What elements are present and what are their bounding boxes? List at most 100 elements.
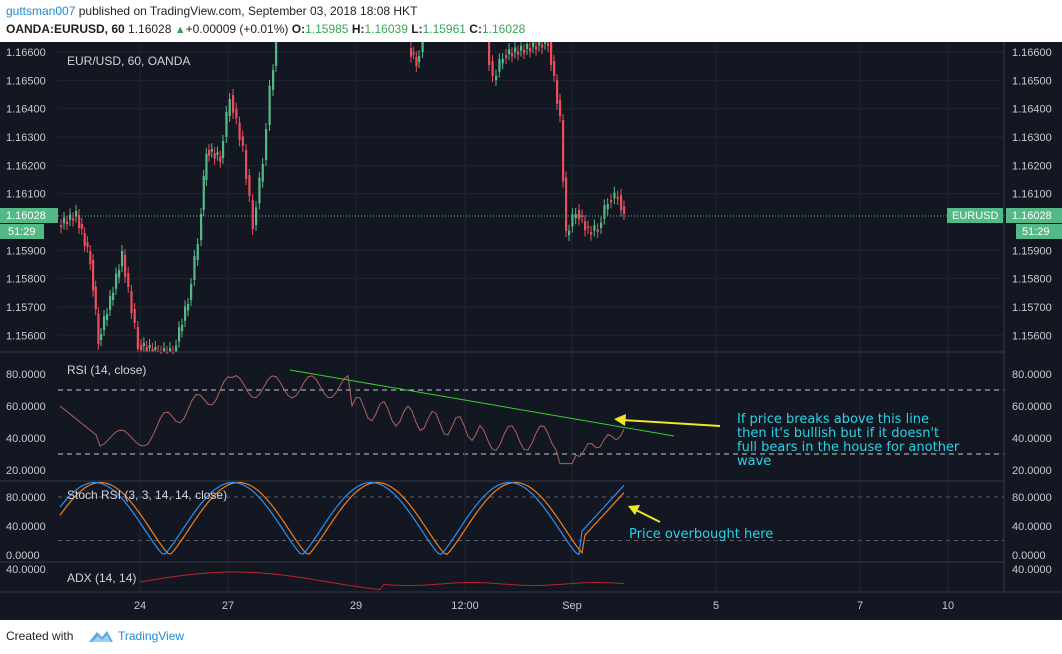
tradingview-link[interactable]: TradingView bbox=[118, 629, 185, 643]
left-rsi-tick: 60.0000 bbox=[6, 401, 46, 413]
right-price-tick: 1.15800 bbox=[1012, 274, 1052, 286]
candle-body bbox=[495, 75, 498, 80]
right-rsi-tick: 40.0000 bbox=[1012, 433, 1052, 445]
right-price-badge-text: 1.16028 bbox=[1012, 210, 1052, 222]
open-label: O: bbox=[291, 22, 306, 36]
high-label: H: bbox=[351, 22, 365, 36]
low-label: L: bbox=[411, 22, 423, 36]
candle-body bbox=[538, 42, 541, 46]
candle-body bbox=[124, 255, 127, 277]
time-tick: 12:00 bbox=[451, 600, 479, 612]
candle-body bbox=[66, 221, 69, 224]
price-candles bbox=[60, 42, 626, 354]
candle-body bbox=[578, 210, 581, 220]
stoch-d-line bbox=[59, 481, 625, 556]
right-price-tick: 1.15600 bbox=[1012, 330, 1052, 342]
candle-body bbox=[559, 100, 562, 116]
candle-body bbox=[145, 347, 148, 352]
candle-body bbox=[63, 217, 66, 224]
candle-body bbox=[83, 233, 86, 246]
symbol-badge bbox=[947, 208, 1003, 223]
left-price-tick: 1.16300 bbox=[6, 132, 46, 144]
right-price-tick: 1.16600 bbox=[1012, 47, 1052, 59]
published-text: published on TradingView.com, September … bbox=[78, 4, 418, 18]
candle-body bbox=[142, 343, 146, 346]
candle-body bbox=[235, 108, 238, 119]
right-rsi-tick: 20.0000 bbox=[1012, 465, 1052, 477]
left-stoch-tick: 80.0000 bbox=[6, 492, 46, 504]
candle-body bbox=[616, 196, 619, 199]
candle-body bbox=[565, 177, 568, 231]
right-price-tick: 1.16100 bbox=[1012, 189, 1052, 201]
candle-body bbox=[550, 42, 553, 65]
chart-area[interactable]: EUR/USD, 60, OANDA RSI (14, close) Stoch… bbox=[0, 42, 1062, 620]
candle-body bbox=[491, 61, 494, 76]
right-rsi-tick: 60.0000 bbox=[1012, 401, 1052, 413]
right-stoch-tick: 0.0000 bbox=[1012, 550, 1046, 562]
candle-body bbox=[222, 141, 225, 158]
time-tick: 5 bbox=[713, 600, 719, 612]
stoch-k-line bbox=[59, 481, 625, 556]
right-price-tick: 1.16500 bbox=[1012, 75, 1052, 87]
candle-body bbox=[213, 153, 216, 159]
up-arrow-icon: ▲ bbox=[174, 24, 186, 36]
last-price: 1.16028 bbox=[128, 22, 172, 36]
candle-body bbox=[610, 200, 613, 203]
candle-body bbox=[488, 42, 491, 65]
left-countdown-text: 51:29 bbox=[8, 226, 36, 238]
left-price-tick: 1.16400 bbox=[6, 104, 46, 116]
candle-body bbox=[75, 211, 78, 217]
candle-body bbox=[163, 348, 166, 352]
candle-body bbox=[196, 244, 199, 260]
time-scale[interactable]: 24 27 29 12:00 Sep 5 7 10 bbox=[134, 600, 954, 612]
candle-body bbox=[97, 313, 100, 344]
time-tick: 7 bbox=[857, 600, 863, 612]
candle-body bbox=[501, 59, 504, 64]
candle-body bbox=[232, 95, 235, 113]
author-link[interactable]: guttsman007 bbox=[6, 4, 76, 18]
candle-body bbox=[272, 70, 275, 90]
candle-body bbox=[148, 345, 151, 348]
candle-body bbox=[275, 42, 278, 66]
left-price-badge bbox=[0, 208, 58, 223]
right-price-tick: 1.15900 bbox=[1012, 245, 1052, 257]
candle-body bbox=[568, 230, 571, 235]
candle-body bbox=[187, 304, 190, 311]
candle-body bbox=[241, 136, 244, 146]
candle-body bbox=[587, 226, 590, 228]
rsi-pane-title: RSI (14, close) bbox=[67, 363, 146, 377]
candle-body bbox=[520, 45, 523, 51]
tradingview-logo-icon[interactable] bbox=[88, 628, 114, 644]
rsi-note-line-1: If price breaks above this line bbox=[737, 412, 929, 427]
candle-body bbox=[268, 86, 271, 125]
right-price-scale[interactable]: 1.16600 1.16500 1.16400 1.16300 1.16200 1.161… bbox=[1012, 47, 1052, 576]
candle-body bbox=[160, 352, 163, 354]
stoch-note: Price overbought here bbox=[629, 527, 773, 542]
candle-body bbox=[245, 150, 248, 179]
chart-canvas[interactable]: EUR/USD, 60, OANDA RSI (14, close) Stoch… bbox=[0, 42, 1062, 620]
candle-body bbox=[172, 352, 175, 354]
candle-body bbox=[606, 204, 609, 210]
candle-body bbox=[544, 42, 547, 44]
adx-line bbox=[139, 571, 625, 591]
rsi-trendline[interactable] bbox=[289, 369, 675, 437]
candle-body bbox=[154, 347, 157, 350]
left-price-tick: 1.16500 bbox=[6, 75, 46, 87]
candle-body bbox=[219, 156, 222, 162]
candle-body bbox=[593, 225, 596, 231]
candle-body bbox=[115, 273, 118, 289]
candle-body bbox=[178, 327, 181, 342]
right-price-badge bbox=[1006, 208, 1062, 223]
candle-body bbox=[535, 46, 538, 50]
left-price-scale[interactable]: 1.16600 1.16500 1.16400 1.16300 1.16200 1.161… bbox=[6, 47, 46, 576]
candle-body bbox=[547, 42, 550, 46]
left-rsi-tick: 40.0000 bbox=[6, 433, 46, 445]
candle-body bbox=[238, 122, 241, 141]
candle-body bbox=[261, 164, 264, 182]
candle-body bbox=[562, 120, 565, 182]
candle-body bbox=[228, 99, 231, 116]
candle-body bbox=[258, 177, 261, 204]
candle-body bbox=[94, 286, 97, 310]
candle-body bbox=[498, 59, 501, 72]
symbol-badge-text: EURUSD bbox=[952, 210, 999, 222]
